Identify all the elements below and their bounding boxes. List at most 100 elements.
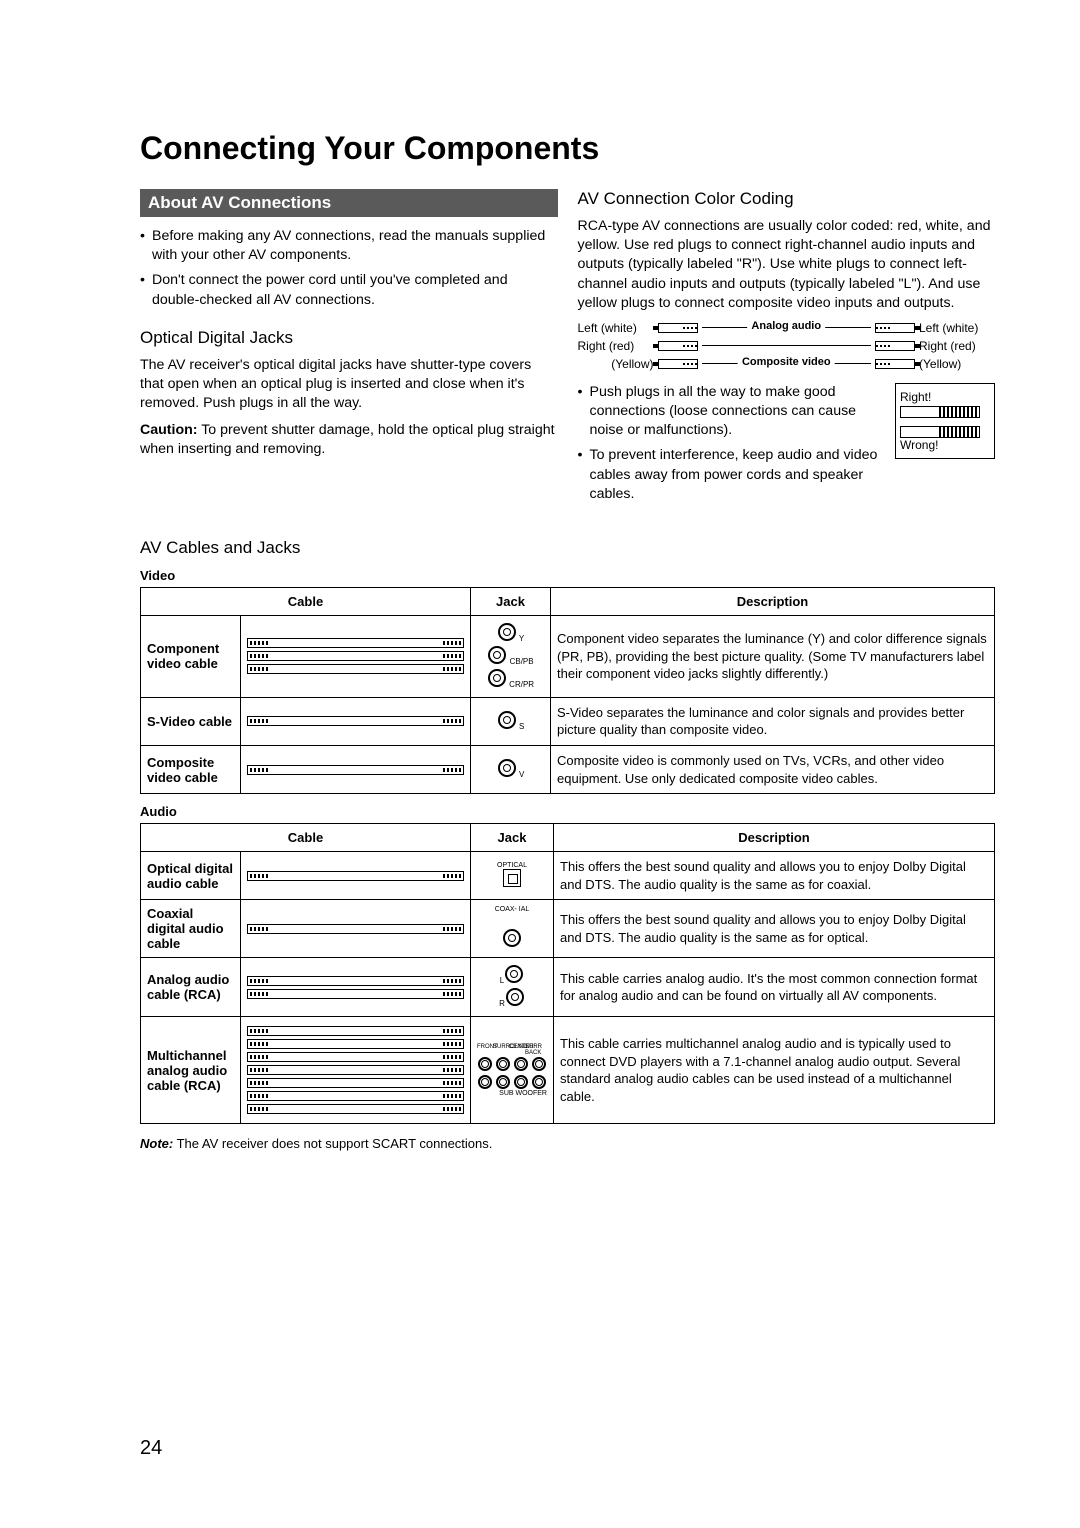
jack-cell: V	[471, 745, 551, 793]
diagram-mid-label: Analog audio	[747, 320, 825, 332]
jack-icon	[478, 1057, 492, 1071]
audio-table-title: Audio	[140, 804, 995, 819]
cable-cell	[241, 697, 471, 745]
cable-line	[247, 1104, 464, 1114]
cable-name: Analog audio cable (RCA)	[141, 958, 241, 1017]
about-bullet: Don't connect the power cord until you'v…	[140, 271, 558, 309]
plug-icon	[658, 323, 698, 333]
cable-cell	[241, 745, 471, 793]
optical-head: Optical Digital Jacks	[140, 328, 558, 348]
jack-label: S	[517, 722, 525, 731]
cable-line	[247, 716, 464, 726]
table-row: Optical digital audio cable OPTICAL This o…	[141, 852, 995, 900]
diagram-label: Left (white)	[578, 321, 654, 335]
plug-icon	[875, 323, 915, 333]
cable-cell	[241, 852, 471, 900]
color-diagram: Left (white) Analog audio Left (white) R…	[578, 321, 996, 371]
cable-name: S-Video cable	[141, 697, 241, 745]
cable-line	[247, 976, 464, 986]
jack-icon	[532, 1075, 546, 1089]
table-row: Composite video cable VComposite video i…	[141, 745, 995, 793]
cable-line	[247, 989, 464, 999]
jack-label: SURROUND	[493, 1044, 507, 1056]
cable-line	[247, 664, 464, 674]
plug-icon	[875, 359, 915, 369]
note-label: Note:	[140, 1136, 173, 1151]
jack-icon	[503, 929, 521, 947]
table-row: Coaxial digital audio cable COAX- IAL This…	[141, 900, 995, 958]
jack-label: V	[517, 770, 525, 779]
right-label: Right!	[900, 390, 990, 404]
jack-label: FRONT	[477, 1044, 491, 1056]
cable-line	[247, 924, 464, 934]
jack-icon	[496, 1057, 510, 1071]
jack-cell: Y CB/PB CR/PR	[471, 615, 551, 697]
cable-name: Component video cable	[141, 615, 241, 697]
optical-body: The AV receiver's optical digital jacks …	[140, 356, 558, 414]
about-av-head: About AV Connections	[140, 189, 558, 217]
cable-name: Optical digital audio cable	[141, 852, 241, 900]
cable-desc: This cable carries multichannel analog a…	[554, 1017, 995, 1124]
jack-icon	[514, 1057, 528, 1071]
jack-label: R	[499, 999, 505, 1008]
cable-line	[247, 1052, 464, 1062]
cable-line	[247, 765, 464, 775]
cable-line	[247, 1078, 464, 1088]
diagram-label: Right (red)	[578, 339, 654, 353]
note-body: The AV receiver does not support SCART c…	[173, 1136, 492, 1151]
plug-icon	[658, 341, 698, 351]
jack-label: OPTICAL	[477, 862, 547, 869]
push-plugs-bullet: Push plugs in all the way to make good c…	[578, 383, 888, 441]
optical-caution: Caution: To prevent shutter damage, hold…	[140, 421, 558, 459]
jack-cell: COAX- IAL	[471, 900, 554, 958]
jack-icon	[478, 1075, 492, 1089]
jack-label: CR/PR	[507, 680, 534, 689]
jack-label: CENTER	[509, 1044, 523, 1056]
cable-name: Multichannel analog audio cable (RCA)	[141, 1017, 241, 1124]
cable-desc: Component video separates the luminance …	[551, 615, 995, 697]
jack-label: Y	[517, 634, 524, 643]
colorcoding-head: AV Connection Color Coding	[578, 189, 996, 209]
plug-icon	[900, 406, 980, 418]
table-row: Analog audio cable (RCA)LRThis cable car…	[141, 958, 995, 1017]
plug-icon	[658, 359, 698, 369]
cables-section-head: AV Cables and Jacks	[140, 538, 995, 558]
page-title: Connecting Your Components	[140, 130, 995, 167]
cable-desc: This offers the best sound quality and a…	[554, 900, 995, 958]
jack-label: SUB WOOFER	[477, 1090, 547, 1097]
cable-desc: This offers the best sound quality and a…	[554, 852, 995, 900]
cable-desc: This cable carries analog audio. It's th…	[554, 958, 995, 1017]
cable-line	[247, 1091, 464, 1101]
jack-icon	[488, 646, 506, 664]
jack-cell: S	[471, 697, 551, 745]
jack-icon	[498, 711, 516, 729]
table-row: Multichannel analog audio cable (RCA) FRO…	[141, 1017, 995, 1124]
cable-desc: S-Video separates the luminance and colo…	[551, 697, 995, 745]
colorcoding-body: RCA-type AV connections are usually colo…	[578, 217, 996, 313]
diagram-mid-label: Composite video	[738, 356, 835, 368]
video-table-title: Video	[140, 568, 995, 583]
th-cable: Cable	[141, 824, 471, 852]
jack-icon	[498, 623, 516, 641]
cable-name: Coaxial digital audio cable	[141, 900, 241, 958]
jack-icon	[488, 669, 506, 687]
th-jack: Jack	[471, 587, 551, 615]
cable-line	[247, 1039, 464, 1049]
cable-cell	[241, 958, 471, 1017]
about-bullet: Before making any AV connections, read t…	[140, 227, 558, 265]
right-wrong-box: Right! Wrong!	[895, 383, 995, 459]
page-number: 24	[140, 1437, 162, 1460]
cable-line	[247, 651, 464, 661]
audio-table: Cable Jack Description Optical digital a…	[140, 823, 995, 1124]
cable-cell	[241, 900, 471, 958]
interference-bullet: To prevent interference, keep audio and …	[578, 446, 888, 504]
caution-label: Caution:	[140, 422, 198, 438]
cable-cell	[241, 615, 471, 697]
plug-icon	[900, 426, 980, 438]
jack-icon	[498, 759, 516, 777]
cable-line	[247, 1065, 464, 1075]
cable-line	[247, 871, 464, 881]
video-table: Cable Jack Description Component video c…	[140, 587, 995, 794]
jack-label: COAX- IAL	[477, 906, 547, 913]
diagram-label: (Yellow)	[919, 357, 995, 371]
